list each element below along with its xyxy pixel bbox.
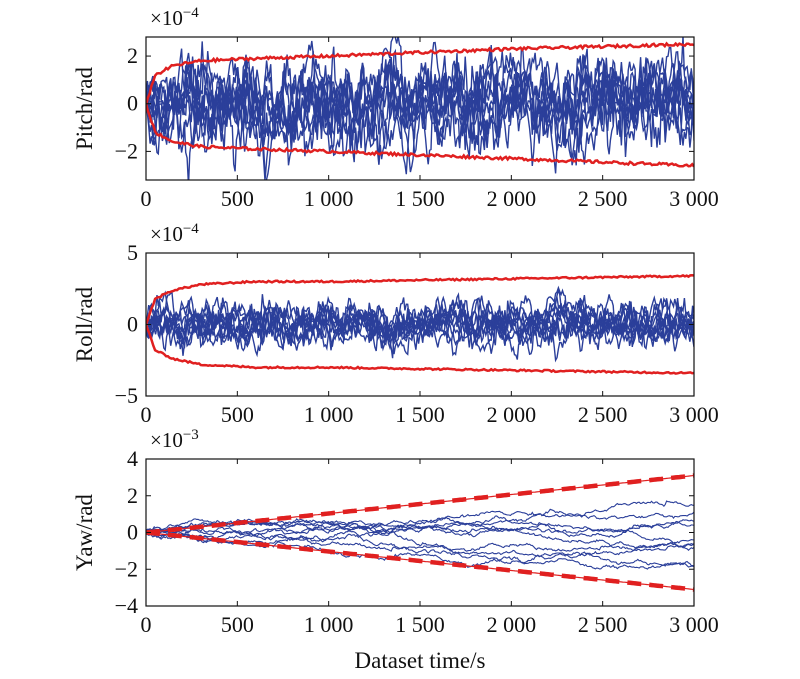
yaw-x-tick-label: 500 bbox=[221, 612, 254, 637]
yaw-x-tick-label: 1 500 bbox=[395, 612, 445, 637]
yaw-y-tick-label: 2 bbox=[127, 483, 138, 508]
yaw-bounds bbox=[146, 473, 694, 592]
pitch-trajectory bbox=[146, 52, 694, 175]
roll-x-tick-label: 0 bbox=[141, 402, 152, 427]
roll-x-tick-label: 1 000 bbox=[304, 402, 354, 427]
yaw-x-tick-label: 2 500 bbox=[578, 612, 628, 637]
yaw-trajectories bbox=[146, 500, 694, 570]
yaw-x-tick-label: 0 bbox=[141, 612, 152, 637]
yaw-exponent-label: ×10−3 bbox=[150, 427, 199, 452]
roll-bound-upper bbox=[146, 274, 694, 325]
pitch-x-tick-label: 0 bbox=[141, 186, 152, 211]
yaw-trajectory bbox=[146, 525, 694, 552]
roll-trajectories bbox=[146, 285, 694, 363]
yaw-y-tick-label: −4 bbox=[115, 593, 138, 618]
roll-trajectory bbox=[146, 285, 694, 349]
roll-bound-lower bbox=[146, 323, 694, 375]
roll-y-tick-label: 0 bbox=[127, 312, 138, 337]
roll-trajectory bbox=[146, 291, 694, 350]
pitch-x-tick-label: 3 000 bbox=[669, 186, 719, 211]
yaw-x-tick-label: 3 000 bbox=[669, 612, 719, 637]
pitch-y-tick-label: 0 bbox=[127, 91, 138, 116]
yaw-trajectory bbox=[146, 518, 694, 567]
pitch-x-tick-label: 1 000 bbox=[304, 186, 354, 211]
roll-panel: 0 500 1 000 1 500 2 000 2 500 3 000−505×10−4Ro… bbox=[72, 221, 719, 427]
roll-x-tick-label: 2 500 bbox=[578, 402, 628, 427]
pitch-bounds bbox=[146, 41, 694, 168]
yaw-y-tick-label: −2 bbox=[115, 556, 138, 581]
pitch-trajectories bbox=[146, 37, 694, 180]
roll-x-tick-label: 1 500 bbox=[395, 402, 445, 427]
yaw-panel: 0 500 1 000 1 500 2 000 2 500 3 000 −4 −2 0 2 4 ×10−… bbox=[72, 427, 719, 637]
pitch-x-tick-label: 1 500 bbox=[395, 186, 445, 211]
pitch-trajectory bbox=[146, 60, 694, 172]
pitch-y-tick-label: 2 bbox=[127, 43, 138, 68]
roll-x-tick-label: 3 000 bbox=[669, 402, 719, 427]
roll-x-tick-label: 500 bbox=[221, 402, 254, 427]
yaw-x-tick-label: 1 000 bbox=[304, 612, 354, 637]
yaw-trajectory bbox=[146, 508, 694, 540]
roll-bounds bbox=[146, 274, 694, 375]
roll-exponent-label: ×10−4 bbox=[150, 221, 199, 246]
yaw-x-tick-label: 2 000 bbox=[487, 612, 537, 637]
yaw-y-tick-label: 0 bbox=[127, 520, 138, 545]
pitch-x-tick-label: 2 500 bbox=[578, 186, 628, 211]
roll-x-tick-label: 2 000 bbox=[487, 402, 537, 427]
yaw-bound-upper-dash bbox=[146, 473, 694, 535]
pitch-x-tick-label: 500 bbox=[221, 186, 254, 211]
pitch-y-axis-label: Pitch/rad bbox=[72, 66, 97, 150]
roll-y-tick-label: −5 bbox=[115, 383, 138, 408]
pitch-trajectory bbox=[146, 46, 694, 166]
pitch-bound-lower bbox=[146, 103, 694, 168]
yaw-bound-lower-dash bbox=[146, 530, 694, 592]
pitch-x-tick-label: 2 000 bbox=[487, 186, 537, 211]
roll-y-tick-label: 5 bbox=[127, 240, 138, 265]
pitch-y-tick-label: −2 bbox=[115, 138, 138, 163]
yaw-y-axis-label: Yaw/rad bbox=[72, 494, 97, 571]
pitch-panel: 0 500 1 000 1 500 2 000 2 500 3 000−202×10−4Pi… bbox=[72, 5, 719, 211]
yaw-y-tick-label: 4 bbox=[127, 446, 138, 471]
roll-trajectory bbox=[146, 295, 694, 357]
x-axis-label: Dataset time/s bbox=[355, 648, 486, 673]
pitch-exponent-label: ×10−4 bbox=[150, 5, 199, 30]
yaw-trajectory bbox=[146, 500, 694, 535]
pitch-bound-upper bbox=[146, 41, 694, 106]
roll-y-axis-label: Roll/rad bbox=[72, 286, 97, 362]
